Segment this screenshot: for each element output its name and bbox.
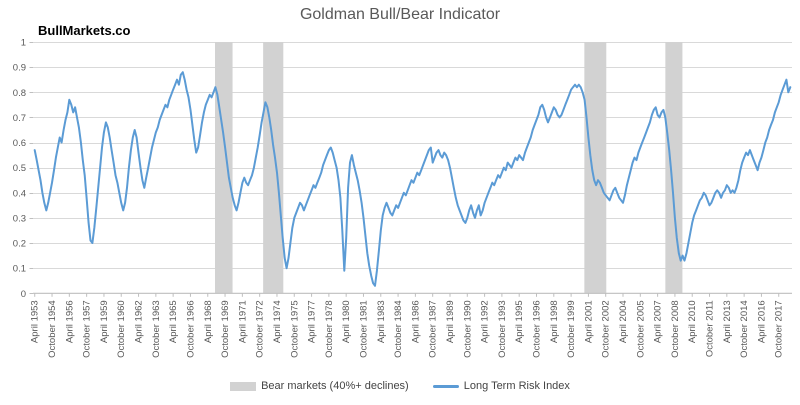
- x-axis-label: October 1969: [220, 300, 231, 358]
- x-axis-label: April 2001: [583, 300, 594, 343]
- x-axis-label: April 1962: [134, 300, 145, 343]
- x-axis-label: October 1966: [185, 300, 196, 358]
- risk-index-line: [33, 71, 792, 287]
- x-axis-label: April 1971: [237, 300, 248, 343]
- y-axis-label: 0.6: [13, 138, 26, 149]
- x-axis-label: April 2013: [722, 300, 733, 343]
- bear-market-band: [665, 42, 683, 294]
- y-axis-label: 0.5: [13, 163, 26, 174]
- x-axis-label: October 2011: [705, 300, 716, 357]
- x-axis-label: April 1956: [64, 300, 75, 343]
- x-axis-label: April 1977: [307, 300, 318, 343]
- x-axis-label: October 1954: [47, 300, 58, 358]
- x-axis-label: October 1975: [289, 300, 300, 358]
- y-axis-label: 1: [21, 38, 26, 49]
- x-axis-label: April 1959: [99, 300, 110, 343]
- y-axis-label: 0.2: [13, 239, 26, 250]
- x-axis-label: April 2010: [687, 300, 698, 343]
- legend-label-risk-index: Long Term Risk Index: [463, 380, 570, 392]
- x-axis-label: October 1993: [497, 300, 508, 358]
- x-axis-label: April 1998: [549, 300, 560, 343]
- x-axis-label: October 1960: [116, 300, 127, 358]
- x-axis-label: October 1981: [358, 300, 369, 358]
- x-axis-label: April 1965: [168, 300, 179, 343]
- x-axis-label: October 1978: [324, 300, 335, 358]
- x-axis-label: April 1995: [514, 300, 525, 343]
- watermark-logo: BullMarkets.co: [38, 23, 131, 38]
- x-axis-label: April 2004: [618, 300, 629, 343]
- legend-item-risk-index: Long Term Risk Index: [432, 380, 570, 392]
- x-axis-label: April 2016: [756, 300, 767, 343]
- y-axis-label: 0.7: [13, 113, 26, 124]
- x-axis-label: October 1996: [532, 300, 543, 358]
- y-axis-label: 0: [21, 289, 26, 300]
- chart-title: Goldman Bull/Bear Indicator: [299, 6, 501, 23]
- x-axis-label: October 2002: [601, 300, 612, 358]
- x-axis-label: October 2017: [774, 300, 785, 358]
- bear-market-swatch: [230, 381, 257, 391]
- x-axis-label: April 2007: [653, 300, 664, 343]
- x-axis-label: April 1968: [203, 300, 214, 343]
- x-axis-label: April 1953: [30, 300, 41, 343]
- x-axis-label: October 1972: [255, 300, 266, 358]
- x-axis-label: October 1987: [428, 300, 439, 358]
- x-axis-label: October 1984: [393, 300, 404, 358]
- risk-index-line-swatch: [432, 384, 459, 388]
- legend-item-bear-markets: Bear markets (40%+ declines): [230, 380, 409, 392]
- y-axis-label: 0.3: [13, 213, 26, 224]
- x-axis-label: April 1983: [376, 300, 387, 343]
- x-axis-label: October 1990: [462, 300, 473, 358]
- x-axis-label: October 2014: [739, 300, 750, 358]
- y-axis-label: 0.1: [13, 264, 26, 275]
- x-axis-label: April 1989: [445, 300, 456, 343]
- x-axis-label: October 2008: [670, 300, 681, 358]
- x-axis-label: October 1999: [566, 300, 577, 358]
- x-axis-label: April 1974: [272, 300, 283, 343]
- x-axis-label: October 2005: [635, 300, 646, 358]
- bear-market-band: [263, 42, 284, 294]
- y-axis-label: 0.9: [13, 63, 26, 74]
- legend: Bear markets (40%+ declines) Long Term R…: [0, 380, 800, 392]
- x-axis-label: October 1963: [151, 300, 162, 358]
- x-axis-label: October 1957: [82, 300, 93, 358]
- bear-market-band: [215, 42, 233, 294]
- bear-market-band: [584, 42, 607, 294]
- legend-label-bear-markets: Bear markets (40%+ declines): [261, 380, 409, 392]
- y-axis-label: 0.4: [13, 188, 26, 199]
- x-axis-label: April 1986: [410, 300, 421, 343]
- x-axis-label: April 1992: [480, 300, 491, 343]
- y-axis-label: 0.8: [13, 88, 26, 99]
- x-axis-label: April 1980: [341, 300, 352, 343]
